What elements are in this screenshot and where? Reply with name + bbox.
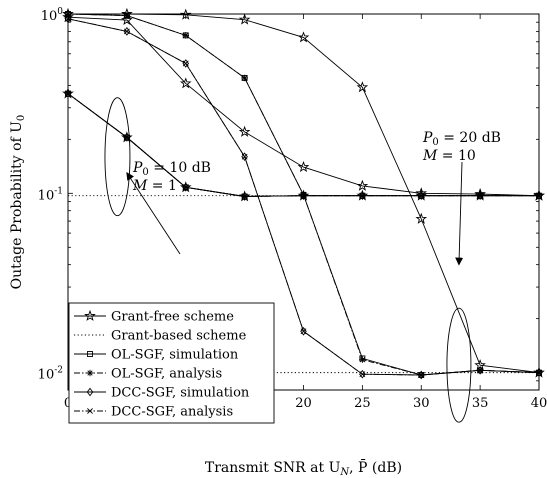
legend-label-5: DCC-SGF, analysis [111,405,233,420]
low-power-label-line1: P0 = 10 dB [132,160,211,178]
high-power-label-line1: P0 = 20 dB [422,130,501,148]
series-5-curve-1-point-1 [123,28,130,35]
legend-marker-4 [86,387,94,397]
low-power-label-line2: M = 1 [132,178,177,194]
legend-label-3: OL-SGF, analysis [111,367,222,382]
series-5-curve-0-point-6 [418,192,425,199]
legend-label-1: Grant-based scheme [111,329,247,344]
series-3-curve-1-point-4 [300,191,307,199]
legend-box [68,302,275,424]
legend-label-4: DCC-SGF, simulation [111,386,250,401]
legend: Grant-free scheme Grant-based scheme OL-SG… [68,302,275,424]
y-tick-label-0: 10-2 [38,366,63,383]
series-3-curve-1-point-5 [359,356,366,363]
series-5-curve-0-point-3 [241,193,248,200]
high-power-arrow [455,161,464,266]
series-5-curve-0-point-7 [477,192,484,199]
series-3-curve-1-point-3 [241,74,248,82]
series-5-curve-1-point-3 [241,153,248,160]
y-axis-title: Outage Probability of U0 [9,115,27,290]
x-tick-label-5: 25 [354,396,371,411]
series-0-curve-1-point-4 [297,161,310,173]
series-markers [62,7,545,380]
series-0-curve-2-point-4 [297,31,310,43]
series-5-curve-0-point-2 [182,184,189,191]
series-0-curve-2-point-5 [356,81,369,93]
legend-marker-5 [87,408,93,414]
x-tick-label-0: 0 [64,396,72,411]
series-5-curve-1-point-4 [300,328,307,335]
x-tick-label-6: 30 [413,396,430,411]
series-5-curve-0-point-4 [300,192,307,199]
low-power-ellipse [104,97,131,217]
x-tick-label-7: 35 [472,396,489,411]
series-5-curve-1-point-7 [477,367,484,374]
series-5-curve-1-point-5 [359,371,366,378]
series-0-curve-2-point-3 [238,13,251,25]
series-0-curve-2-point-6 [415,212,428,224]
legend-label-2: OL-SGF, simulation [111,348,239,363]
series-5-curve-1-point-6 [418,372,425,378]
series-0-curve-1-point-2 [179,77,192,89]
series-0-curve-1-point-3 [238,125,251,137]
annotation-labels: P0 = 10 dBM = 1 P0 = 20 dBM = 10 [132,130,501,194]
series-0-curve-1-line [67,16,540,197]
series-5-curve-0-point-1 [123,134,130,141]
annotation-shapes [104,97,472,423]
x-tick-label-8: 40 [531,396,547,411]
legend-marker-2 [87,351,93,357]
x-tick-label-4: 20 [295,396,312,411]
high-power-label-line2: M = 10 [422,148,476,164]
series-5-curve-0-point-5 [359,192,366,199]
legend-label-0: Grant-free scheme [111,310,234,325]
series-0-curve-1-point-5 [356,179,369,191]
y-tick-label-2: 100 [41,7,64,24]
series-5-curve-1-line [67,18,540,376]
legend-marker-0 [84,309,96,321]
series-5-curve-1-point-2 [182,60,189,67]
x-axis-title: Transmit SNR at UN, P̄ (dB) [205,458,402,478]
legend-marker-3 [86,369,94,377]
low-power-arrow [126,172,181,255]
series-3-curve-1-point-2 [182,32,189,39]
y-tick-label-1: 10-1 [38,186,63,203]
high-power-ellipse [446,307,472,423]
